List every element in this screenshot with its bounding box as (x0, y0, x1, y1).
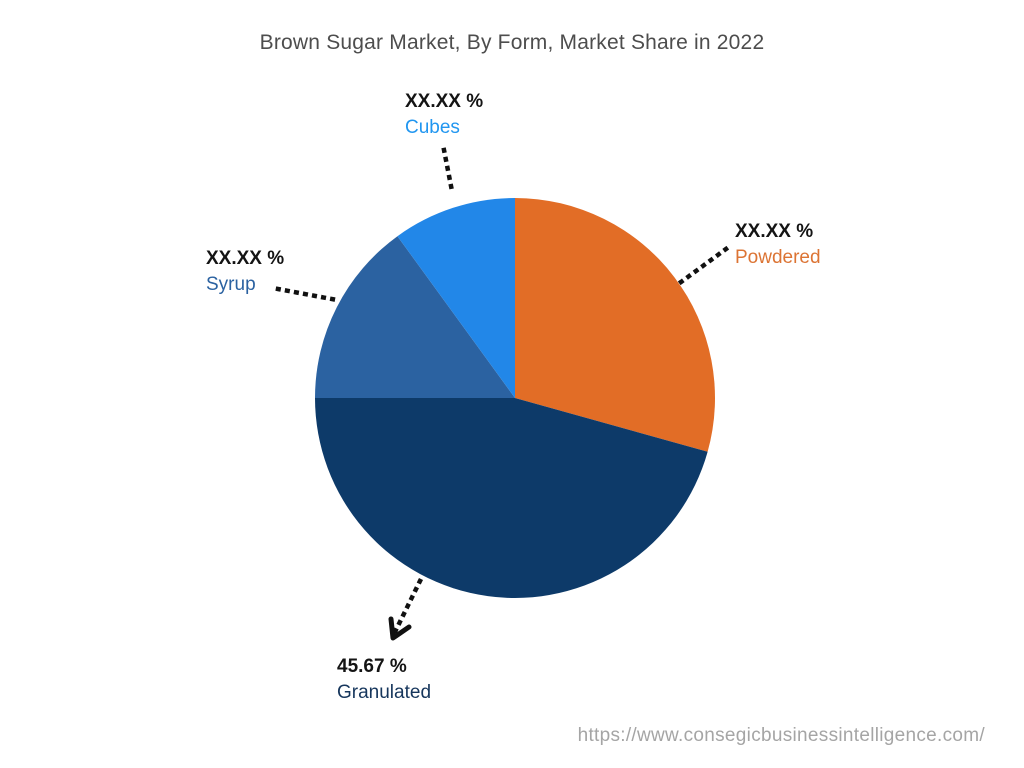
granulated-label: Granulated (337, 682, 432, 703)
chart-title: Brown Sugar Market, By Form, Market Shar… (259, 31, 765, 54)
pie-slice-syrup (315, 236, 515, 398)
powdered-value: XX.XX % (735, 221, 814, 242)
leader-line-syrup (275, 286, 340, 303)
callout-cubes: XX.XX % Cubes (405, 89, 483, 141)
pie-slice-cubes (397, 198, 515, 398)
leader-arrowhead-granulated (388, 616, 412, 641)
cubes-value: XX.XX % (405, 91, 484, 112)
syrup-value: XX.XX % (206, 248, 285, 269)
leader-line-cubes (441, 147, 455, 194)
powdered-label: Powdered (735, 247, 821, 268)
callout-granulated: 45.67 % Granulated (337, 654, 431, 706)
leader-line-granulated (390, 577, 424, 638)
pie-slice-granulated (315, 398, 708, 598)
leader-line-powdered (677, 245, 730, 286)
callout-powdered: XX.XX % Powdered (735, 219, 821, 271)
pie-slice-powdered (515, 198, 715, 452)
callout-syrup: XX.XX % Syrup (206, 246, 284, 298)
cubes-label: Cubes (405, 117, 460, 138)
granulated-value: 45.67 % (337, 656, 407, 677)
syrup-label: Syrup (206, 274, 256, 295)
source-url-watermark: https://www.consegicbusinessintelligence… (577, 725, 985, 746)
